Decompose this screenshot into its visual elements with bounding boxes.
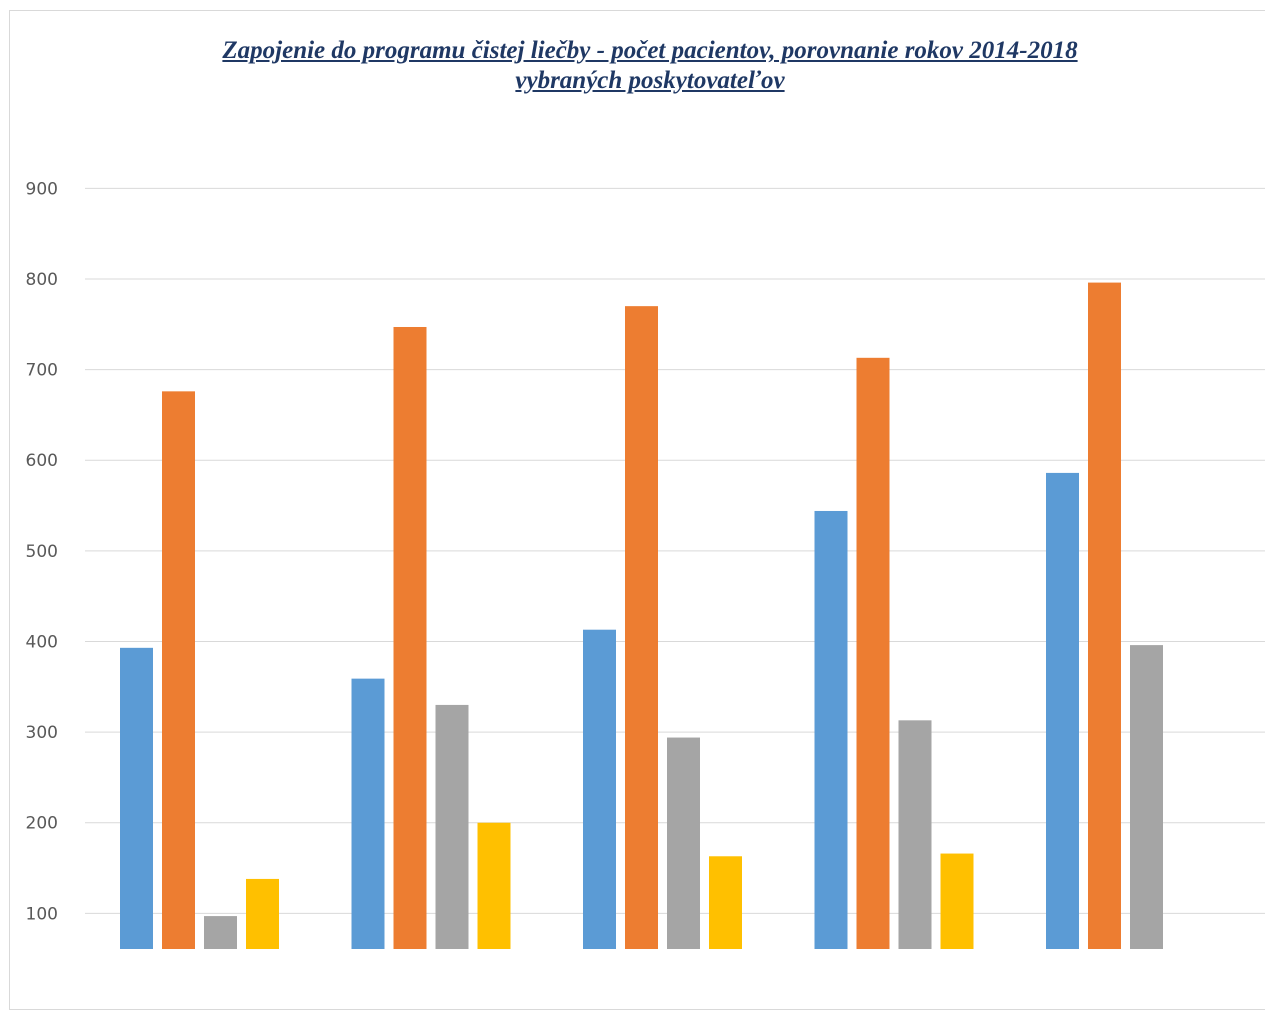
bar-series-3-group-3 <box>667 737 700 949</box>
bar-chart: 100 200 300 400 500 600 700 800 900 <box>26 179 1265 949</box>
bar-series-2-group-1 <box>162 391 195 949</box>
bar-series-3-group-1 <box>204 916 237 949</box>
bar-series-4-group-4 <box>940 853 974 949</box>
bar-series-2-group-2 <box>393 326 427 949</box>
y-tick-label: 400 <box>26 632 58 652</box>
bar-series-2-group-5 <box>1088 282 1121 949</box>
bar-series-3-group-5 <box>1130 645 1163 949</box>
bar-series-3-group-4 <box>898 720 932 949</box>
y-tick-label: 600 <box>26 451 58 471</box>
bar-series-2-group-3 <box>625 306 658 949</box>
bar-series-1-group-3 <box>583 629 616 949</box>
bar-series-1-group-4 <box>814 510 848 949</box>
chart-title: Zapojenie do programu čistej liečby - po… <box>0 36 1265 96</box>
bar-series-1-group-5 <box>1046 472 1079 949</box>
y-tick-label: 900 <box>26 179 58 199</box>
chart-title-line-2: vybraných poskytovateľov <box>515 67 785 94</box>
bar-series-3-group-2 <box>435 704 469 949</box>
bar-series-4-group-1 <box>246 878 279 949</box>
bars <box>120 282 1163 949</box>
y-tick-label: 800 <box>26 270 58 290</box>
y-tick-label: 200 <box>26 814 58 834</box>
bar-series-1-group-1 <box>120 647 153 949</box>
y-tick-label: 700 <box>26 361 58 381</box>
y-tick-label: 100 <box>26 904 58 924</box>
bar-series-2-group-4 <box>856 357 890 949</box>
y-tick-label: 500 <box>26 542 58 562</box>
chart-title-line-1: Zapojenie do programu čistej liečby - po… <box>222 37 1078 64</box>
y-tick-label: 300 <box>26 723 58 743</box>
bar-series-4-group-2 <box>477 822 511 949</box>
bar-series-4-group-3 <box>709 856 742 949</box>
bar-series-1-group-2 <box>351 678 385 949</box>
y-axis-labels: 100 200 300 400 500 600 700 800 900 <box>26 179 58 924</box>
